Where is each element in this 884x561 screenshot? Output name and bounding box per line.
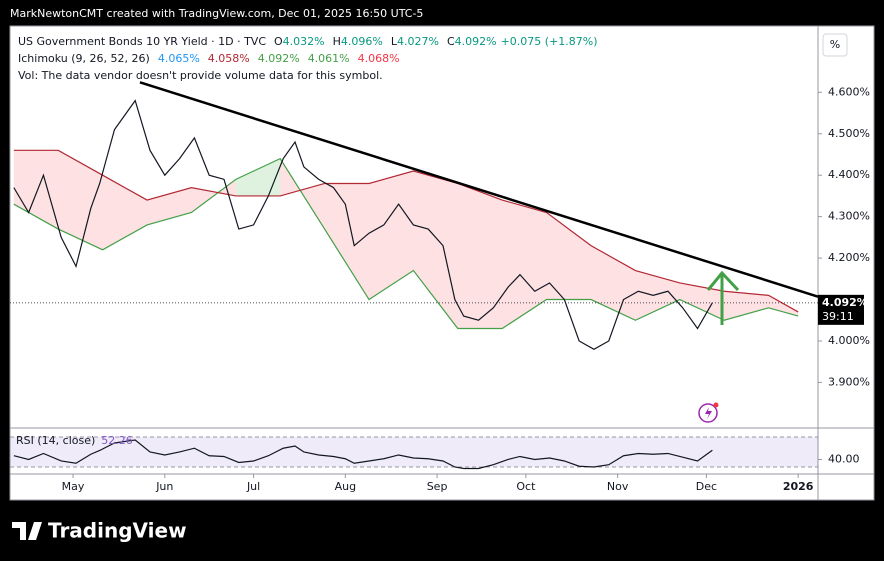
x-tick-label: May xyxy=(62,480,85,493)
symbol-title: US Government Bonds 10 YR Yield · 1D · T… xyxy=(18,35,266,48)
ohlc-value: 4.027% xyxy=(397,35,439,48)
unit-button[interactable] xyxy=(822,33,848,57)
event-icon-bolt xyxy=(705,407,712,419)
x-tick-label: 2026 xyxy=(783,480,814,493)
cloud-segment xyxy=(324,183,370,300)
rsi-pane xyxy=(10,436,818,470)
cloud-segment xyxy=(590,245,636,321)
x-tick-label: Jul xyxy=(246,480,260,493)
legend-title: US Government Bonds 10 YR Yield · 1D · T… xyxy=(18,35,598,48)
y-tick-label: 4.000% xyxy=(828,334,870,347)
x-tick-label: Oct xyxy=(516,480,536,493)
cloud-segment xyxy=(413,171,458,329)
y-tick-label: 4.500% xyxy=(828,127,870,140)
header: MarkNewtonCMT created with TradingView.c… xyxy=(10,7,423,20)
x-tick-label: Sep xyxy=(427,480,448,493)
event-dot xyxy=(713,402,719,408)
price-tag xyxy=(818,294,864,325)
ichimoku-reading: 4.061% xyxy=(308,52,350,65)
main-pane xyxy=(10,81,818,350)
cloud-segment xyxy=(369,171,414,300)
ohlc-value: 4.092% xyxy=(455,35,497,48)
span-b xyxy=(13,149,799,313)
cloud-segment xyxy=(457,183,503,329)
rsi-legend: RSI (14, close) 52.26 xyxy=(16,434,133,447)
y-tick-label: 4.600% xyxy=(828,85,870,98)
y-tick-label: 4.200% xyxy=(828,251,870,264)
cloud-segment xyxy=(635,270,680,321)
cloud-segment xyxy=(724,291,769,321)
y-tick-label: 3.900% xyxy=(828,375,870,388)
span-a xyxy=(13,157,799,330)
ohlc-label: H xyxy=(333,35,341,48)
y-tick-label: 4.300% xyxy=(828,210,870,223)
x-tick-label: Dec xyxy=(696,480,717,493)
rsi-tick-label: 40.00 xyxy=(828,452,860,465)
ichimoku-reading: 4.065% xyxy=(158,52,200,65)
ichimoku-reading: 4.068% xyxy=(358,52,400,65)
trendline xyxy=(139,81,818,298)
cloud-segment xyxy=(235,158,281,196)
panel xyxy=(9,25,875,501)
unit-button-label[interactable]: % xyxy=(830,38,840,51)
ohlc-label: C xyxy=(447,35,455,48)
ohlc-label: L xyxy=(391,35,398,48)
rsi-line xyxy=(13,439,713,470)
cloud-segment xyxy=(546,212,591,300)
rsi-value: 52.26 xyxy=(101,434,133,447)
ohlc-value: 4.032% xyxy=(283,35,325,48)
x-tick-label: Nov xyxy=(607,480,629,493)
price-tag-value: 4.092% xyxy=(822,296,868,309)
ichimoku-reading: 4.058% xyxy=(208,52,250,65)
brand-logo xyxy=(12,522,42,540)
cloud-segment xyxy=(768,295,799,317)
price-line xyxy=(13,99,713,350)
up-arrow xyxy=(706,270,740,325)
ichimoku-reading: 4.092% xyxy=(258,52,300,65)
ichimoku-name: Ichimoku (9, 26, 52, 26) xyxy=(18,52,150,65)
change: +0.075 (+1.87%) xyxy=(501,35,598,48)
x-tick-label: Aug xyxy=(335,480,356,493)
x-tick-label: Jun xyxy=(155,480,173,493)
ohlc-value: 4.096% xyxy=(341,35,383,48)
brand: TradingView xyxy=(48,519,187,543)
price-countdown: 39:11 xyxy=(822,310,854,323)
cloud-segment xyxy=(58,150,103,250)
cloud-segment xyxy=(13,150,59,230)
ohlc-label: O xyxy=(274,35,283,48)
volume-note: Vol: The data vendor doesn't provide vol… xyxy=(18,69,383,82)
legend-ichimoku: Ichimoku (9, 26, 52, 26) 4.065% 4.058% 4.09… xyxy=(18,52,400,65)
cloud-segment xyxy=(502,200,547,329)
y-tick-label: 4.400% xyxy=(828,168,870,181)
rsi-name: RSI (14, close) xyxy=(16,434,95,447)
rsi-band xyxy=(10,436,818,467)
cloud-segment xyxy=(679,282,725,321)
